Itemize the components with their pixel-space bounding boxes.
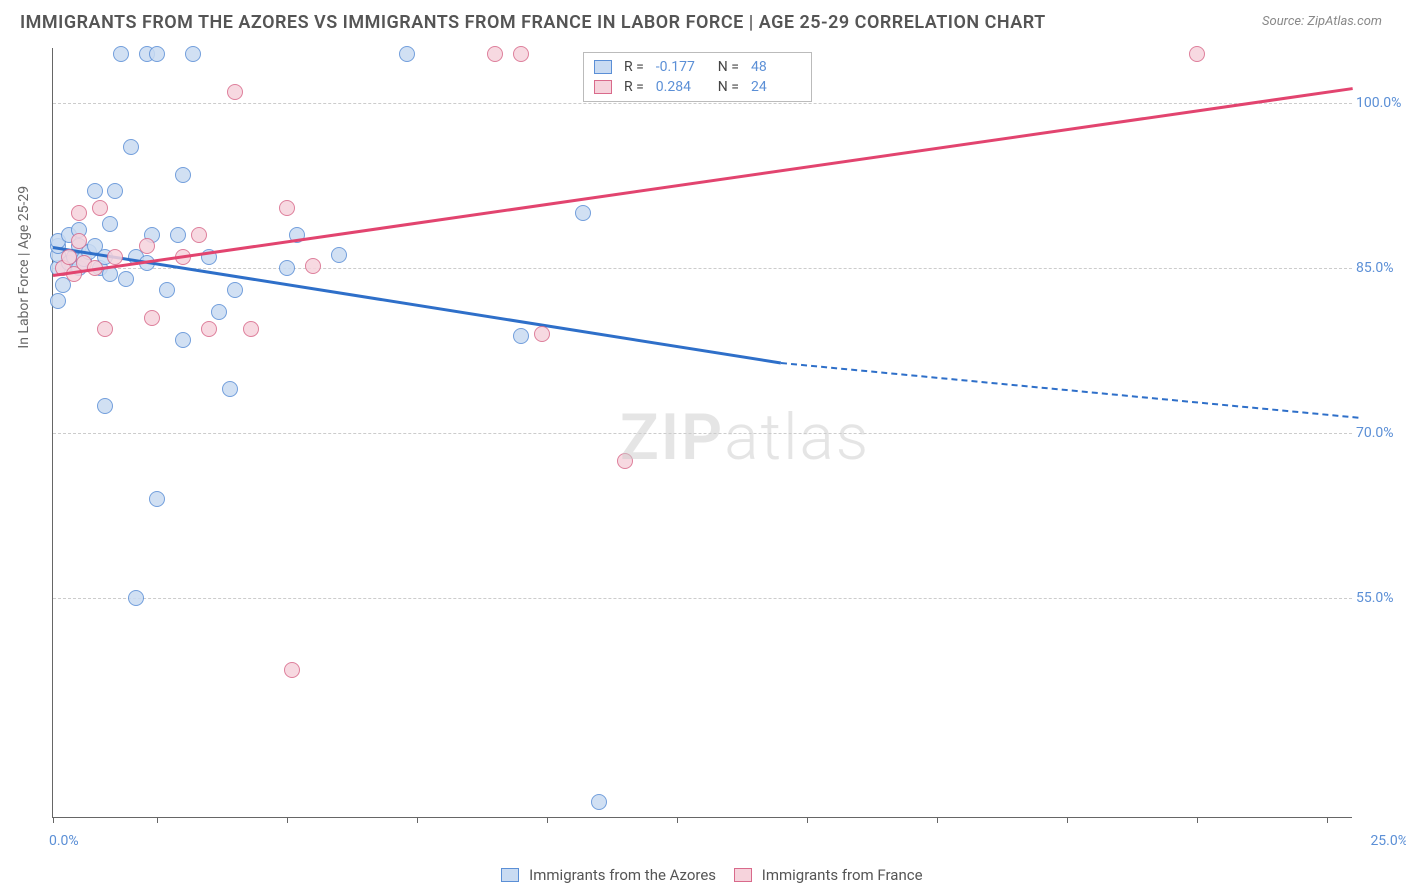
gridline — [53, 103, 1352, 104]
data-point-france — [71, 233, 87, 249]
data-point-azores — [149, 491, 165, 507]
data-point-azores — [107, 183, 123, 199]
stat-label-r: R = — [624, 59, 644, 75]
correlation-legend: R = -0.177 N = 48 R = 0.284 N = 24 — [583, 52, 812, 102]
legend-series-name-france: Immigrants from France — [758, 866, 923, 884]
data-point-france — [1189, 46, 1205, 62]
data-point-azores — [87, 183, 103, 199]
data-point-azores — [211, 304, 227, 320]
data-point-azores — [279, 260, 295, 276]
regression-line-france — [53, 87, 1353, 276]
source-attribution: Source: ZipAtlas.com — [1262, 14, 1382, 29]
watermark: ZIPatlas — [620, 400, 870, 475]
y-tick-label: 70.0% — [1356, 425, 1406, 441]
x-tick — [157, 817, 158, 823]
data-point-azores — [50, 293, 66, 309]
data-point-france — [92, 200, 108, 216]
data-point-azores — [118, 271, 134, 287]
x-tick-label-last: 25.0% — [1370, 833, 1406, 849]
data-point-azores — [149, 46, 165, 62]
data-point-azores — [513, 328, 529, 344]
stat-value-n: 24 — [751, 79, 801, 95]
data-point-azores — [102, 216, 118, 232]
data-point-france — [139, 238, 155, 254]
data-point-france — [191, 227, 207, 243]
x-tick — [417, 817, 418, 823]
data-point-azores — [575, 205, 591, 221]
data-point-azores — [185, 46, 201, 62]
legend-stat-row-france: R = 0.284 N = 24 — [594, 77, 801, 97]
data-point-azores — [128, 590, 144, 606]
x-tick — [1197, 817, 1198, 823]
stat-label-n: N = — [718, 79, 739, 95]
data-point-azores — [175, 332, 191, 348]
legend-stat-row-azores: R = -0.177 N = 48 — [594, 57, 801, 77]
x-tick — [1327, 817, 1328, 823]
data-point-azores — [159, 282, 175, 298]
regression-line-azores — [53, 246, 781, 364]
legend-swatch-azores — [501, 868, 519, 882]
data-point-france — [284, 662, 300, 678]
legend-swatch — [594, 80, 612, 94]
x-tick — [1067, 817, 1068, 823]
data-point-france — [534, 326, 550, 342]
data-point-france — [513, 46, 529, 62]
y-axis-label: In Labor Force | Age 25-29 — [16, 186, 32, 349]
stat-value-r: -0.177 — [656, 59, 706, 75]
data-point-azores — [399, 46, 415, 62]
data-point-france — [144, 310, 160, 326]
watermark-suffix: atlas — [724, 400, 870, 475]
data-point-azores — [113, 46, 129, 62]
data-point-france — [97, 321, 113, 337]
data-point-france — [61, 249, 77, 265]
data-point-france — [305, 258, 321, 274]
data-point-azores — [222, 381, 238, 397]
stat-label-r: R = — [624, 79, 644, 95]
gridline — [53, 268, 1352, 269]
data-point-france — [487, 46, 503, 62]
x-tick — [677, 817, 678, 823]
data-point-france — [107, 249, 123, 265]
legend-series-name-azores: Immigrants from the Azores — [525, 866, 716, 884]
x-tick — [53, 817, 54, 823]
x-tick — [547, 817, 548, 823]
legend-swatch — [594, 60, 612, 74]
data-point-azores — [170, 227, 186, 243]
stat-value-r: 0.284 — [656, 79, 706, 95]
data-point-france — [71, 205, 87, 221]
gridline — [53, 598, 1352, 599]
x-tick — [937, 817, 938, 823]
data-point-azores — [175, 167, 191, 183]
series-legend: Immigrants from the Azores Immigrants fr… — [0, 865, 1406, 884]
x-tick — [807, 817, 808, 823]
chart-title: IMMIGRANTS FROM THE AZORES VS IMMIGRANTS… — [20, 12, 1046, 33]
y-tick-label: 85.0% — [1356, 260, 1406, 276]
data-point-azores — [123, 139, 139, 155]
stat-label-n: N = — [718, 59, 739, 75]
data-point-france — [227, 84, 243, 100]
data-point-france — [279, 200, 295, 216]
legend-swatch-france — [734, 868, 752, 882]
data-point-france — [201, 321, 217, 337]
data-point-azores — [97, 398, 113, 414]
data-point-azores — [591, 794, 607, 810]
y-tick-label: 55.0% — [1356, 590, 1406, 606]
x-tick — [287, 817, 288, 823]
watermark-brand: ZIP — [620, 400, 724, 475]
data-point-france — [243, 321, 259, 337]
y-tick-label: 100.0% — [1356, 95, 1406, 111]
stat-value-n: 48 — [751, 59, 801, 75]
x-tick-label-first: 0.0% — [49, 833, 79, 849]
data-point-azores — [331, 247, 347, 263]
data-point-azores — [227, 282, 243, 298]
